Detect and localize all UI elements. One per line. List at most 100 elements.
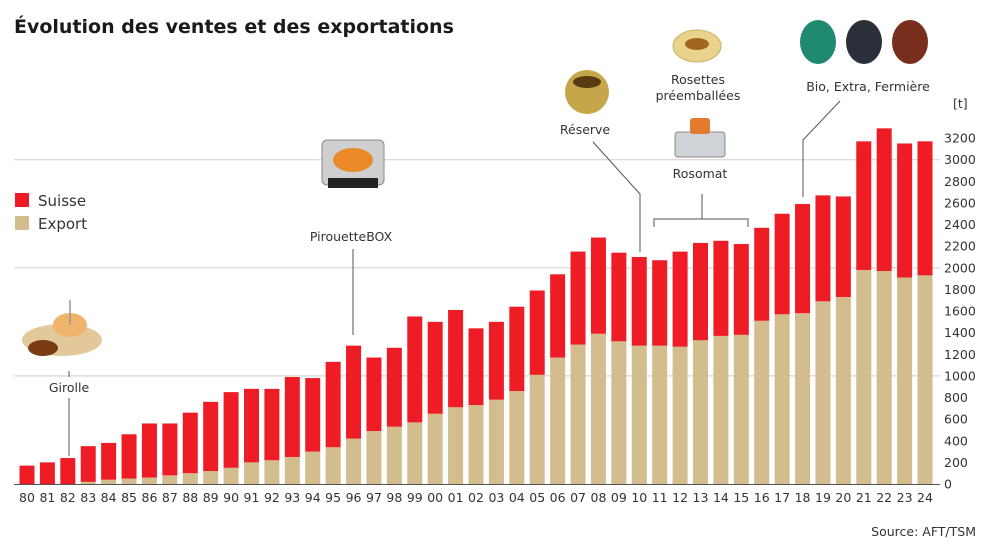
bar-export-09 bbox=[611, 341, 627, 484]
annotation-rosomat: Rosomat bbox=[653, 118, 749, 227]
bar-suisse-13 bbox=[693, 242, 708, 341]
bar-export-86 bbox=[141, 477, 157, 484]
bar-suisse-20 bbox=[835, 196, 851, 297]
y-tick-label: 200 bbox=[944, 455, 968, 470]
legend-swatch-export bbox=[15, 216, 29, 230]
bar-suisse-03 bbox=[488, 321, 504, 400]
x-tick-label: 04 bbox=[509, 490, 525, 505]
bar-export-84 bbox=[101, 479, 117, 484]
bar-export-16 bbox=[754, 320, 770, 484]
bar-export-14 bbox=[713, 335, 729, 484]
bar-export-90 bbox=[223, 467, 239, 484]
bar-export-06 bbox=[550, 357, 566, 484]
bar-suisse-10 bbox=[631, 256, 647, 346]
bar-export-20 bbox=[835, 296, 851, 484]
bar-suisse-07 bbox=[570, 251, 586, 345]
bar-export-99 bbox=[407, 422, 423, 484]
bar-export-22 bbox=[876, 271, 892, 484]
x-tick-label: 05 bbox=[529, 490, 545, 505]
bar-suisse-82 bbox=[60, 458, 76, 484]
x-tick-label: 96 bbox=[346, 490, 362, 505]
x-tick-label: 02 bbox=[468, 490, 484, 505]
annotation-rosettes: Rosettes préemballées bbox=[656, 29, 740, 103]
bar-export-07 bbox=[570, 344, 586, 484]
x-tick-label: 06 bbox=[550, 490, 566, 505]
bar-suisse-89 bbox=[203, 401, 219, 472]
x-tick-label: 22 bbox=[876, 490, 892, 505]
annotation-label: Bio, Extra, Fermière bbox=[806, 79, 930, 94]
x-tick-label: 81 bbox=[39, 490, 55, 505]
bar-export-08 bbox=[590, 333, 606, 484]
bar-suisse-87 bbox=[162, 423, 178, 476]
bar-export-96 bbox=[346, 438, 362, 484]
y-tick-label: 1600 bbox=[944, 304, 976, 319]
source-note: Source: AFT/TSM bbox=[871, 524, 976, 539]
bar-suisse-92 bbox=[264, 388, 280, 461]
bar-suisse-83 bbox=[80, 446, 96, 482]
y-tick-label: 3000 bbox=[944, 152, 976, 167]
y-tick-label: 1200 bbox=[944, 347, 976, 362]
x-tick-label: 94 bbox=[305, 490, 321, 505]
x-tick-label: 90 bbox=[223, 490, 239, 505]
bar-export-17 bbox=[774, 314, 790, 484]
annotation-label: Rosomat bbox=[673, 166, 728, 181]
bar-suisse-18 bbox=[795, 204, 811, 314]
annotation-label: Réserve bbox=[560, 122, 611, 137]
bar-export-91 bbox=[244, 462, 259, 484]
y-tick-label: 1800 bbox=[944, 282, 976, 297]
bar-suisse-21 bbox=[856, 141, 872, 270]
bio-cheese-image bbox=[800, 20, 836, 64]
bar-suisse-12 bbox=[672, 251, 688, 347]
bar-suisse-84 bbox=[101, 442, 117, 480]
x-tick-label: 84 bbox=[101, 490, 117, 505]
x-tick-label: 95 bbox=[325, 490, 341, 505]
bar-export-15 bbox=[733, 334, 749, 484]
x-tick-label: 17 bbox=[774, 490, 790, 505]
x-tick-label: 23 bbox=[897, 490, 913, 505]
bar-export-03 bbox=[488, 399, 504, 484]
bar-suisse-17 bbox=[774, 213, 790, 315]
bar-suisse-14 bbox=[713, 240, 729, 336]
legend-swatch-suisse bbox=[15, 193, 29, 207]
x-tick-label: 97 bbox=[366, 490, 382, 505]
bar-suisse-90 bbox=[223, 392, 239, 468]
annotation-reserve: Réserve bbox=[560, 70, 641, 252]
bar-suisse-04 bbox=[509, 306, 525, 392]
bar-export-05 bbox=[529, 374, 545, 484]
x-tick-label: 19 bbox=[815, 490, 831, 505]
bar-export-12 bbox=[672, 346, 688, 484]
x-tick-label: 88 bbox=[182, 490, 198, 505]
x-tick-label: 92 bbox=[264, 490, 280, 505]
bar-suisse-00 bbox=[427, 321, 443, 414]
x-tick-label: 99 bbox=[407, 490, 423, 505]
bar-suisse-22 bbox=[876, 128, 892, 272]
bar-suisse-15 bbox=[733, 244, 749, 335]
bar-suisse-85 bbox=[121, 434, 137, 479]
bar-suisse-23 bbox=[897, 143, 913, 278]
bar-suisse-91 bbox=[244, 388, 259, 463]
annotation-label: PirouetteBOX bbox=[310, 229, 393, 244]
bar-suisse-16 bbox=[754, 227, 770, 321]
y-tick-label: 2400 bbox=[944, 217, 976, 232]
y-tick-label: 800 bbox=[944, 390, 968, 405]
x-tick-label: 82 bbox=[60, 490, 76, 505]
chart-title: Évolution des ventes et des exportations bbox=[14, 15, 454, 38]
y-tick-label: 600 bbox=[944, 412, 968, 427]
bar-suisse-24 bbox=[917, 141, 933, 276]
bar-suisse-98 bbox=[386, 347, 402, 427]
bar-suisse-99 bbox=[407, 316, 423, 423]
bar-export-18 bbox=[795, 313, 811, 484]
x-tick-label: 09 bbox=[611, 490, 627, 505]
bar-suisse-95 bbox=[325, 361, 341, 448]
extra-cheese-image bbox=[846, 20, 882, 64]
bar-suisse-19 bbox=[815, 195, 831, 302]
rosomat-machine-image bbox=[674, 131, 726, 158]
bar-export-95 bbox=[325, 447, 341, 484]
x-tick-label: 83 bbox=[80, 490, 96, 505]
bar-export-87 bbox=[162, 475, 178, 484]
y-tick-label: 1400 bbox=[944, 325, 976, 340]
annotation-pirouettebox: PirouetteBOX bbox=[310, 139, 393, 335]
y-tick-label: 3200 bbox=[944, 131, 976, 146]
x-tick-label: 00 bbox=[427, 490, 443, 505]
